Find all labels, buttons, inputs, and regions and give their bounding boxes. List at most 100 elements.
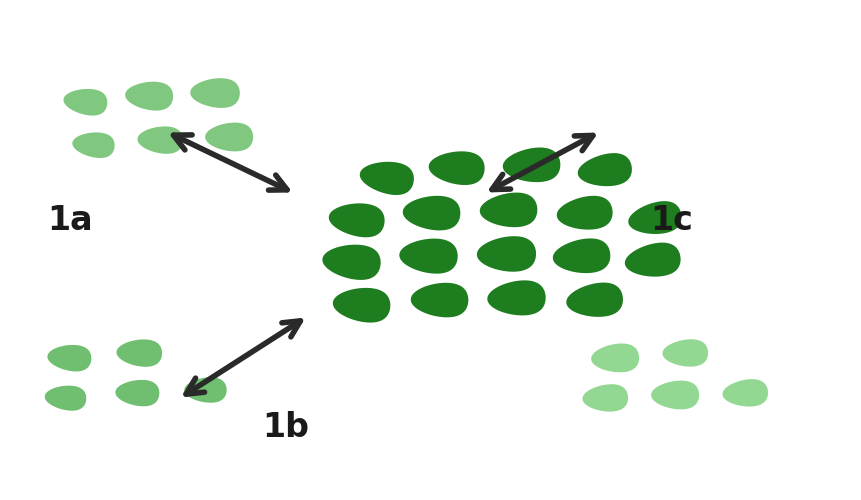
Polygon shape xyxy=(548,303,567,316)
Polygon shape xyxy=(308,216,329,226)
Polygon shape xyxy=(583,384,628,411)
Polygon shape xyxy=(121,139,138,147)
Polygon shape xyxy=(574,350,592,359)
Polygon shape xyxy=(333,288,390,322)
Polygon shape xyxy=(125,82,173,110)
Polygon shape xyxy=(339,174,360,182)
Polygon shape xyxy=(567,399,583,408)
Polygon shape xyxy=(59,134,72,143)
Polygon shape xyxy=(629,201,682,234)
Polygon shape xyxy=(360,162,414,195)
Polygon shape xyxy=(100,352,116,360)
Polygon shape xyxy=(567,390,583,399)
Polygon shape xyxy=(303,246,322,259)
Polygon shape xyxy=(557,196,613,230)
Polygon shape xyxy=(567,282,623,317)
Polygon shape xyxy=(47,100,64,106)
Polygon shape xyxy=(722,379,768,406)
Polygon shape xyxy=(662,340,708,366)
Polygon shape xyxy=(429,152,485,185)
Polygon shape xyxy=(411,283,468,318)
Polygon shape xyxy=(31,388,45,396)
Polygon shape xyxy=(410,154,429,166)
Polygon shape xyxy=(322,244,381,280)
Polygon shape xyxy=(190,78,240,108)
Polygon shape xyxy=(403,196,461,230)
Polygon shape xyxy=(170,382,184,390)
Polygon shape xyxy=(383,200,403,212)
Polygon shape xyxy=(482,156,503,166)
Polygon shape xyxy=(382,212,403,222)
Polygon shape xyxy=(532,248,553,258)
Polygon shape xyxy=(477,236,536,272)
Polygon shape xyxy=(173,92,190,102)
Polygon shape xyxy=(189,137,205,146)
Polygon shape xyxy=(546,294,567,303)
Polygon shape xyxy=(173,82,190,92)
Polygon shape xyxy=(706,386,722,394)
Polygon shape xyxy=(170,390,184,398)
Polygon shape xyxy=(536,206,557,216)
Polygon shape xyxy=(313,290,333,302)
Polygon shape xyxy=(184,378,226,402)
Polygon shape xyxy=(534,258,553,271)
Polygon shape xyxy=(707,394,722,404)
Polygon shape xyxy=(647,345,662,354)
Polygon shape xyxy=(64,89,108,116)
Polygon shape xyxy=(574,359,592,369)
Polygon shape xyxy=(553,238,610,273)
Polygon shape xyxy=(205,122,253,152)
Polygon shape xyxy=(460,211,480,223)
Polygon shape xyxy=(503,148,561,182)
Polygon shape xyxy=(480,192,537,227)
Polygon shape xyxy=(72,132,115,158)
Polygon shape xyxy=(116,340,162,367)
Polygon shape xyxy=(483,166,503,179)
Polygon shape xyxy=(608,216,629,222)
Polygon shape xyxy=(312,302,333,312)
Polygon shape xyxy=(456,244,477,254)
Polygon shape xyxy=(32,356,47,364)
Polygon shape xyxy=(108,84,125,94)
Polygon shape xyxy=(651,380,699,410)
Polygon shape xyxy=(108,94,125,103)
Polygon shape xyxy=(311,204,329,216)
Polygon shape xyxy=(45,386,86,410)
Polygon shape xyxy=(635,395,651,404)
Polygon shape xyxy=(301,259,322,268)
Polygon shape xyxy=(101,342,116,352)
Polygon shape xyxy=(487,280,546,316)
Polygon shape xyxy=(561,174,578,186)
Polygon shape xyxy=(408,166,429,176)
Polygon shape xyxy=(115,380,159,406)
Polygon shape xyxy=(138,126,183,154)
Polygon shape xyxy=(343,160,360,174)
Polygon shape xyxy=(391,288,411,300)
Polygon shape xyxy=(379,255,400,266)
Text: 1c: 1c xyxy=(650,204,693,236)
Polygon shape xyxy=(604,256,625,264)
Polygon shape xyxy=(100,383,115,392)
Polygon shape xyxy=(468,299,487,311)
Polygon shape xyxy=(607,264,625,277)
Polygon shape xyxy=(459,200,480,211)
Polygon shape xyxy=(380,243,400,255)
Polygon shape xyxy=(57,143,72,150)
Polygon shape xyxy=(33,346,47,356)
Polygon shape xyxy=(647,354,662,362)
Polygon shape xyxy=(49,90,64,100)
Polygon shape xyxy=(29,396,45,404)
Polygon shape xyxy=(467,288,487,299)
Polygon shape xyxy=(456,254,477,266)
Polygon shape xyxy=(578,153,632,186)
Polygon shape xyxy=(538,216,557,228)
Polygon shape xyxy=(635,386,651,395)
Polygon shape xyxy=(122,130,138,139)
Polygon shape xyxy=(625,242,680,276)
Polygon shape xyxy=(400,238,458,274)
Polygon shape xyxy=(100,392,115,400)
Text: 1a: 1a xyxy=(47,204,93,236)
Polygon shape xyxy=(390,300,411,310)
Polygon shape xyxy=(47,345,91,372)
Polygon shape xyxy=(592,344,639,372)
